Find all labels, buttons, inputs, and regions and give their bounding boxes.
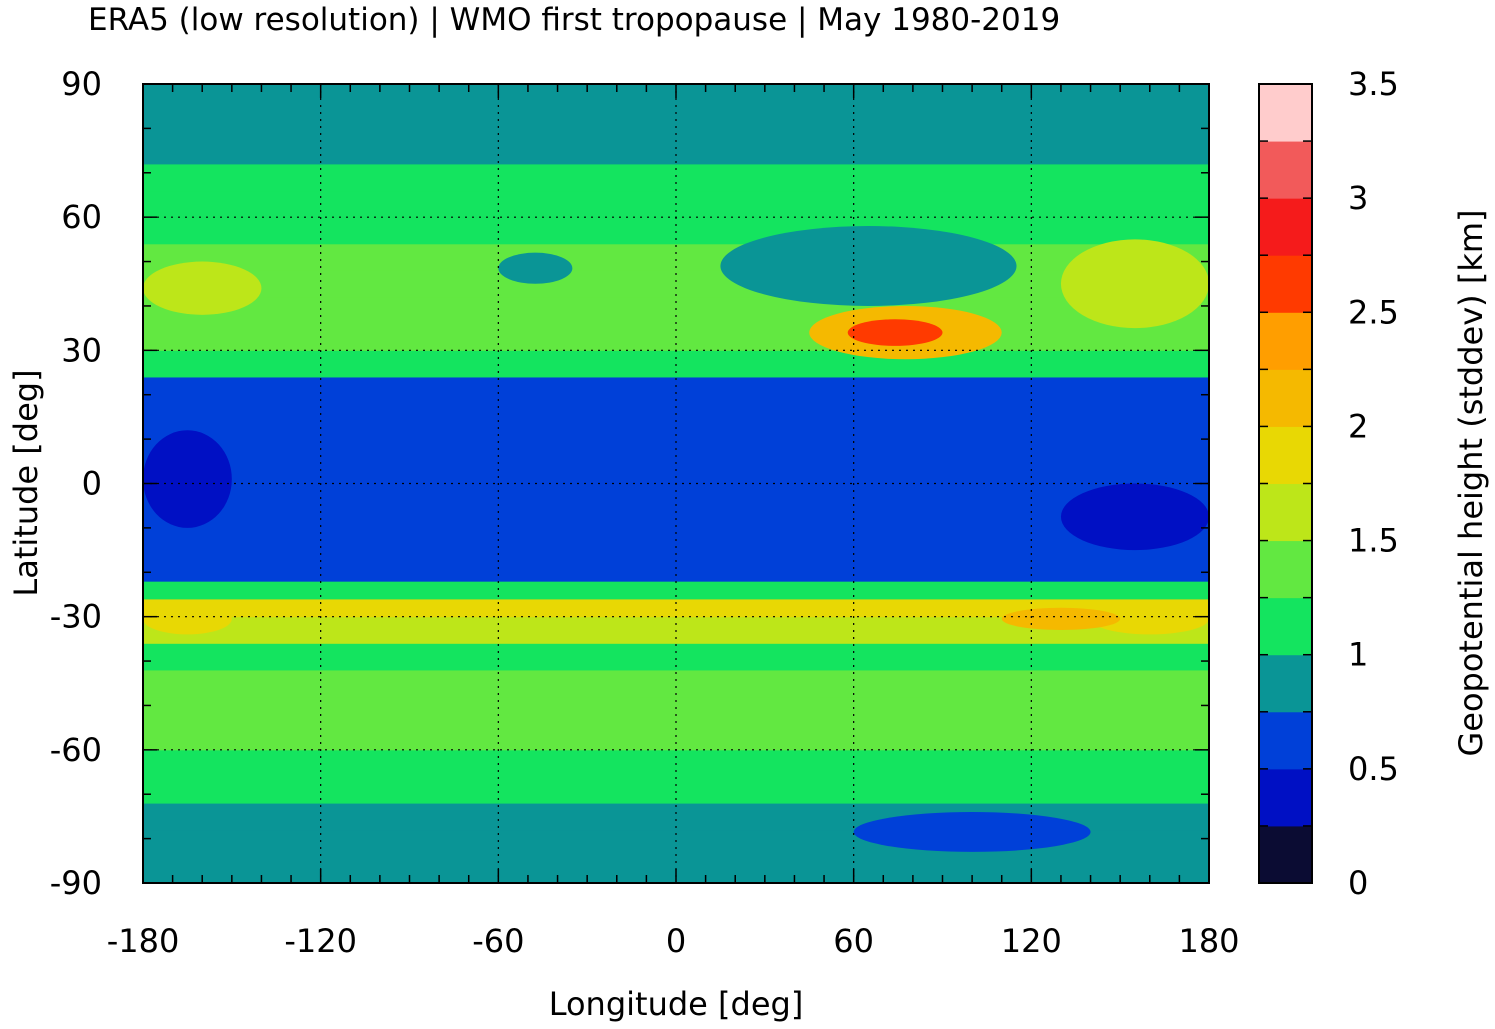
- colorbar-tick-label: 3: [1348, 179, 1368, 217]
- colorbar: [1259, 84, 1312, 884]
- x-axis-ticks: -180 -120 -60 0 60 120 180: [107, 922, 1240, 960]
- colorbar-tick-label: 1.5: [1348, 522, 1399, 560]
- colorbar-segment: [1259, 198, 1312, 256]
- zonal-band: [143, 581, 1209, 600]
- colorbar-tick-label: 3.5: [1348, 65, 1399, 103]
- colorbar-tick-label: 0: [1348, 864, 1368, 902]
- colorbar-segment: [1259, 597, 1312, 656]
- y-axis-label: Latitude [deg]: [7, 369, 45, 596]
- y-tick-label: 60: [61, 198, 102, 236]
- zonal-band: [143, 394, 1209, 422]
- x-tick-label: -180: [107, 922, 180, 960]
- region-feature: [847, 319, 943, 346]
- colorbar-segment: [1259, 768, 1312, 827]
- colorbar-segment: [1259, 483, 1312, 542]
- zonal-band: [143, 519, 1209, 556]
- y-tick-label: 90: [61, 65, 102, 103]
- colorbar-ticks: 3.5 3 2.5 2 1.5 1 0.5 0: [1259, 65, 1399, 902]
- x-tick-label: -120: [284, 922, 357, 960]
- region-feature: [143, 261, 262, 315]
- region-feature: [853, 811, 1091, 852]
- zonal-band: [143, 350, 1209, 378]
- colorbar-tick-label: 1: [1348, 636, 1368, 674]
- colorbar-segment: [1259, 540, 1312, 599]
- colorbar-segment: [1259, 654, 1312, 713]
- colorbar-segment: [1259, 711, 1312, 770]
- zonal-band: [143, 217, 1209, 245]
- region-feature: [143, 603, 232, 635]
- grid-lines: [143, 84, 1209, 883]
- region-feature: [143, 430, 232, 528]
- colorbar-tick-label: 2: [1348, 407, 1368, 445]
- y-tick-label: 0: [82, 465, 102, 503]
- colorbar-segment: [1259, 312, 1312, 370]
- region-feature: [498, 252, 573, 284]
- x-tick-label: 180: [1178, 922, 1239, 960]
- colorbar-segment: [1259, 141, 1312, 199]
- zonal-band: [143, 163, 1209, 192]
- colorbar-label: Geopotential height (stddev) [km]: [1452, 209, 1490, 756]
- y-tick-label: 30: [61, 331, 102, 369]
- colorbar-segment: [1259, 426, 1312, 484]
- colorbar-segment: [1259, 255, 1312, 313]
- zonal-band: [143, 447, 1209, 484]
- region-feature: [720, 226, 1017, 306]
- colorbar-tick-label: 0.5: [1348, 750, 1399, 788]
- region-feature: [1060, 239, 1209, 329]
- colorbar-tick-label: 2.5: [1348, 293, 1399, 331]
- x-tick-label: 60: [833, 922, 874, 960]
- chart-title: ERA5 (low resolution) | WMO first tropop…: [88, 2, 1061, 38]
- x-tick-label: 120: [1001, 922, 1062, 960]
- colorbar-segment: [1259, 369, 1312, 427]
- colorbar-segment: [1259, 825, 1312, 884]
- zonal-band: [143, 598, 1209, 618]
- zonal-band: [143, 483, 1209, 520]
- x-axis-label: Longitude [deg]: [549, 985, 804, 1023]
- colorbar-segment: [1259, 84, 1312, 142]
- y-tick-label: -30: [50, 598, 102, 636]
- y-axis-ticks: 90 60 30 0 -30 -60 -90: [50, 65, 102, 902]
- x-tick-label: -60: [472, 922, 524, 960]
- y-tick-label: -90: [50, 864, 102, 902]
- y-tick-label: -60: [50, 731, 102, 769]
- region-feature: [1001, 607, 1121, 630]
- zonal-band: [143, 669, 1209, 698]
- region-feature: [1090, 603, 1209, 635]
- region-feature: [1060, 483, 1209, 551]
- minor-ticks: [142, 83, 1210, 884]
- x-tick-label: 0: [666, 922, 686, 960]
